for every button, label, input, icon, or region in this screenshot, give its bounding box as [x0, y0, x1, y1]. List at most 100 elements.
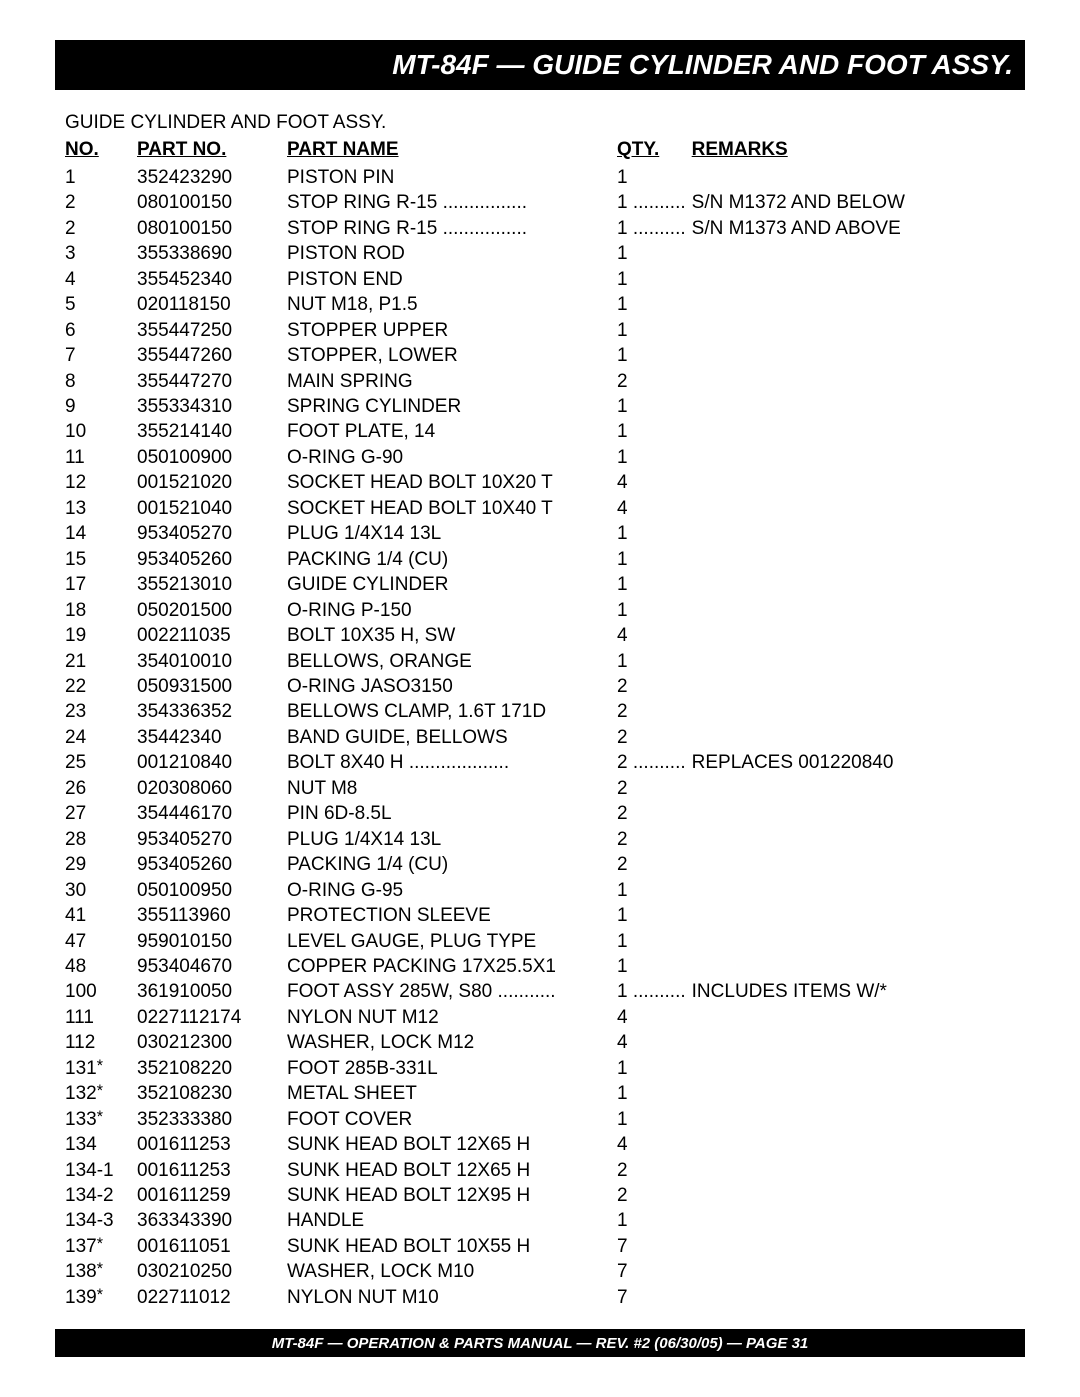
cell-partno: 953404670 [137, 954, 287, 979]
cell-remarks [692, 445, 1015, 470]
cell-remarks [692, 1005, 1015, 1030]
cell-qty: 2 [617, 852, 692, 877]
col-header-no: NO. [65, 137, 137, 164]
cell-partname: PROTECTION SLEEVE [287, 903, 617, 928]
cell-no: 14 [65, 521, 137, 546]
table-row: 41355113960PROTECTION SLEEVE1 [65, 903, 1015, 928]
cell-qty: 1 [617, 572, 692, 597]
cell-no: 23 [65, 699, 137, 724]
table-row: 28953405270PLUG 1/4X14 13L2 [65, 827, 1015, 852]
table-row: 134-1001611253SUNK HEAD BOLT 12X65 H2 [65, 1158, 1015, 1183]
cell-qty: 1 [617, 903, 692, 928]
cell-partno: 953405270 [137, 827, 287, 852]
cell-remarks [692, 369, 1015, 394]
cell-partno: 953405270 [137, 521, 287, 546]
cell-remarks [692, 878, 1015, 903]
cell-no: 6 [65, 318, 137, 343]
cell-remarks [692, 1183, 1015, 1208]
cell-qty: 4 [617, 1030, 692, 1055]
table-row: 17355213010GUIDE CYLINDER1 [65, 572, 1015, 597]
table-row: 6355447250STOPPER UPPER1 [65, 318, 1015, 343]
cell-no: 138 [65, 1259, 137, 1284]
cell-remarks [692, 419, 1015, 444]
cell-partname: METAL SHEET [287, 1081, 617, 1106]
cell-qty: 4 [617, 470, 692, 495]
table-row: 137001611051SUNK HEAD BOLT 10X55 H7 [65, 1234, 1015, 1259]
table-row: 5020118150NUT M18, P1.51 [65, 292, 1015, 317]
table-row: 15953405260PACKING 1/4 (CU)1 [65, 547, 1015, 572]
cell-remarks [692, 343, 1015, 368]
cell-no: 17 [65, 572, 137, 597]
cell-partname: NUT M8 [287, 776, 617, 801]
cell-remarks [692, 1107, 1015, 1132]
cell-partname: FOOT COVER [287, 1107, 617, 1132]
cell-partname: O-RING G-95 [287, 878, 617, 903]
cell-no: 134-1 [65, 1158, 137, 1183]
cell-qty: 1 [617, 445, 692, 470]
cell-remarks [692, 598, 1015, 623]
cell-no: 24 [65, 725, 137, 750]
cell-partno: 022711012 [137, 1285, 287, 1310]
cell-qty: 2 [617, 674, 692, 699]
cell-partno: 020118150 [137, 292, 287, 317]
cell-partname: PIN 6D-8.5L [287, 801, 617, 826]
table-row: 11050100900O-RING G-901 [65, 445, 1015, 470]
cell-partname: GUIDE CYLINDER [287, 572, 617, 597]
cell-qty: 2 .......... [617, 750, 692, 775]
cell-remarks [692, 1208, 1015, 1233]
cell-partno: 050931500 [137, 674, 287, 699]
cell-partno: 002211035 [137, 623, 287, 648]
cell-qty: 1 .......... [617, 216, 692, 241]
table-row: 18050201500O-RING P-1501 [65, 598, 1015, 623]
cell-remarks [692, 470, 1015, 495]
cell-qty: 2 [617, 699, 692, 724]
cell-qty: 2 [617, 776, 692, 801]
cell-partno: 050100900 [137, 445, 287, 470]
table-row: 14953405270PLUG 1/4X14 13L1 [65, 521, 1015, 546]
cell-qty: 1 [617, 1208, 692, 1233]
section-heading: GUIDE CYLINDER AND FOOT ASSY. [65, 110, 1015, 135]
cell-qty: 1 [617, 292, 692, 317]
cell-partname: LEVEL GAUGE, PLUG TYPE [287, 929, 617, 954]
cell-no: 139 [65, 1285, 137, 1310]
cell-partname: WASHER, LOCK M12 [287, 1030, 617, 1055]
cell-qty: 1 .......... [617, 190, 692, 215]
cell-partname: NYLON NUT M12 [287, 1005, 617, 1030]
cell-partname: SUNK HEAD BOLT 12X95 H [287, 1183, 617, 1208]
page-title: MT-84F — GUIDE CYLINDER AND FOOT ASSY. [392, 49, 1013, 81]
cell-qty: 7 [617, 1234, 692, 1259]
cell-partname: HANDLE [287, 1208, 617, 1233]
cell-no: 29 [65, 852, 137, 877]
cell-no: 18 [65, 598, 137, 623]
cell-qty: 1 [617, 649, 692, 674]
cell-partname: STOPPER UPPER [287, 318, 617, 343]
cell-no: 7 [65, 343, 137, 368]
cell-no: 1 [65, 165, 137, 190]
table-row: 2080100150STOP RING R-15 ...............… [65, 216, 1015, 241]
cell-partname: NYLON NUT M10 [287, 1285, 617, 1310]
cell-partname: BOLT 8X40 H ................... [287, 750, 617, 775]
cell-partno: 352108230 [137, 1081, 287, 1106]
table-row: 132352108230METAL SHEET1 [65, 1081, 1015, 1106]
cell-no: 12 [65, 470, 137, 495]
cell-partname: FOOT ASSY 285W, S80 ........... [287, 979, 617, 1004]
cell-no: 27 [65, 801, 137, 826]
cell-partname: O-RING P-150 [287, 598, 617, 623]
cell-partno: 363343390 [137, 1208, 287, 1233]
table-row: 29953405260PACKING 1/4 (CU)2 [65, 852, 1015, 877]
cell-no: 8 [65, 369, 137, 394]
cell-no: 3 [65, 241, 137, 266]
cell-qty: 1 [617, 165, 692, 190]
cell-remarks [692, 1030, 1015, 1055]
table-row: 3355338690PISTON ROD1 [65, 241, 1015, 266]
cell-remarks [692, 776, 1015, 801]
table-row: 12001521020SOCKET HEAD BOLT 10X20 T4 [65, 470, 1015, 495]
cell-partno: 953405260 [137, 852, 287, 877]
table-row: 21354010010BELLOWS, ORANGE1 [65, 649, 1015, 674]
cell-remarks [692, 725, 1015, 750]
cell-no: 134-2 [65, 1183, 137, 1208]
cell-partname: MAIN SPRING [287, 369, 617, 394]
cell-partno: 354446170 [137, 801, 287, 826]
cell-remarks [692, 903, 1015, 928]
cell-qty: 1 [617, 343, 692, 368]
